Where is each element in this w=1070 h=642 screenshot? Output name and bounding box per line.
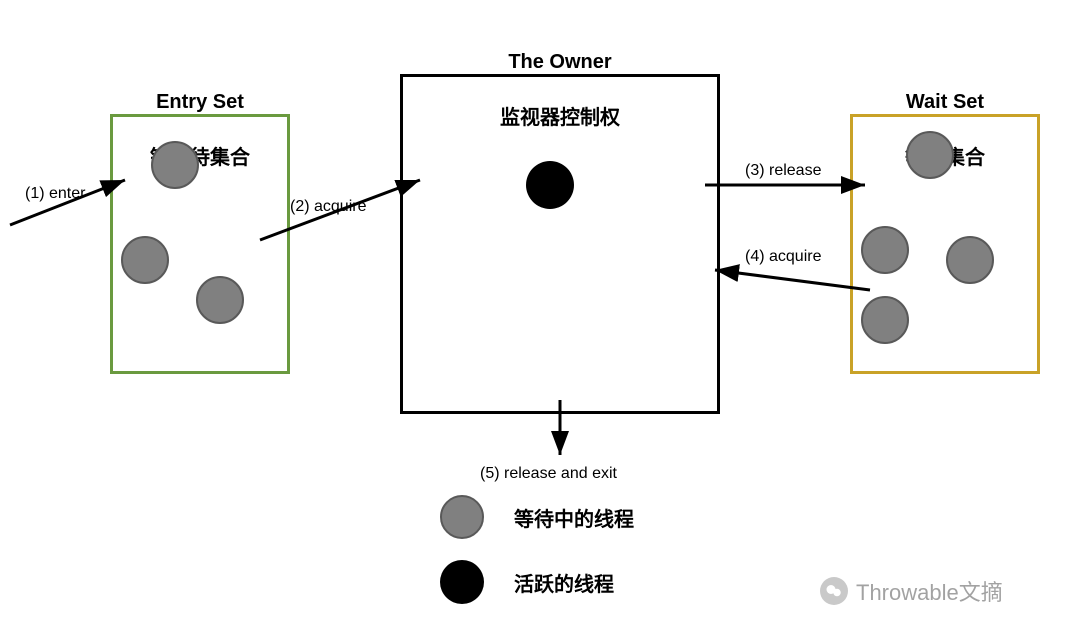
owner-box [400, 74, 720, 414]
wechat-icon [820, 577, 848, 605]
legend-waiting: 等待中的线程 [440, 495, 634, 539]
waiting-thread-circle [861, 296, 909, 344]
arrow-acquire2 [715, 270, 870, 290]
waiting-thread-circle [861, 226, 909, 274]
waiting-thread-circle [121, 236, 169, 284]
waiting-thread-circle [946, 236, 994, 284]
entry-set-title-en: Entry Set [156, 91, 244, 113]
owner-title-en: The Owner [508, 51, 611, 73]
watermark: Throwable文摘 [820, 575, 1003, 607]
arrow-label-exit: (5) release and exit [480, 465, 617, 483]
arrow-label-release: (3) release [745, 162, 821, 180]
legend-active-circle-icon [440, 560, 484, 604]
waiting-thread-circle [151, 141, 199, 189]
legend-active: 活跃的线程 [440, 560, 614, 604]
active-thread-circle [526, 161, 574, 209]
wait-set-title-en: Wait Set [906, 91, 984, 113]
legend-active-text: 活跃的线程 [514, 568, 614, 597]
arrow-label-enter: (1) enter [25, 185, 85, 203]
legend-waiting-circle-icon [440, 495, 484, 539]
legend-waiting-text: 等待中的线程 [514, 503, 634, 532]
waiting-thread-circle [906, 131, 954, 179]
watermark-text: Throwable文摘 [856, 575, 1003, 607]
arrow-label-acquire1: (2) acquire [290, 198, 366, 216]
waiting-thread-circle [196, 276, 244, 324]
arrow-label-acquire2: (4) acquire [745, 248, 821, 266]
